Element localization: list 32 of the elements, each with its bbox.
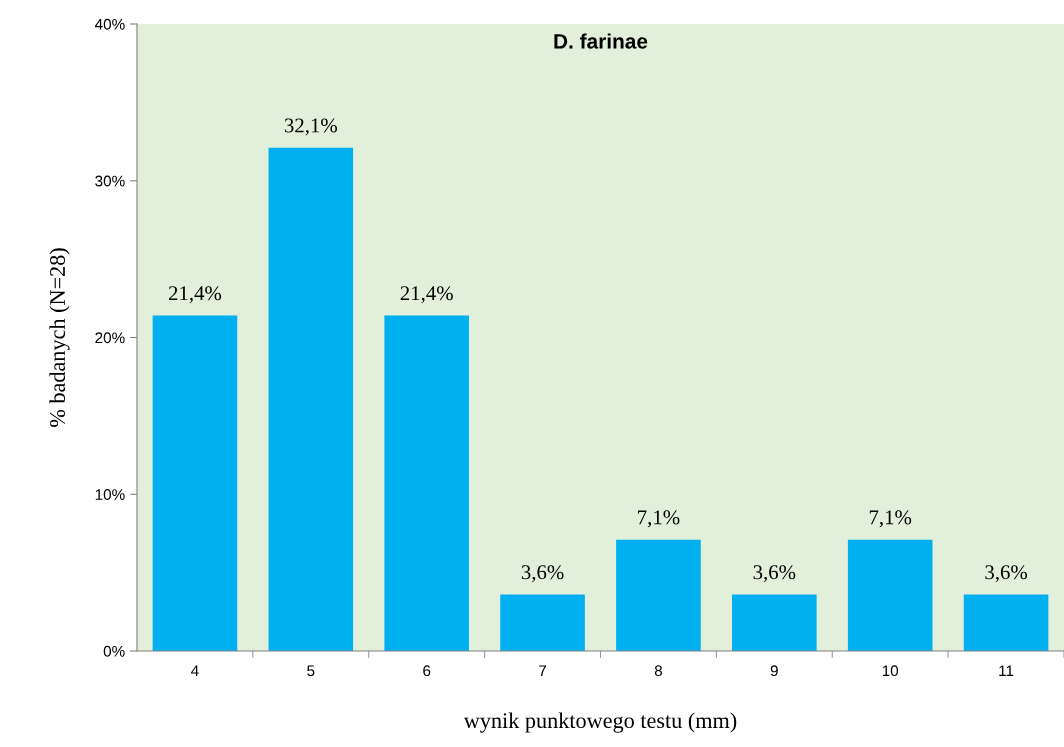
bar (384, 315, 469, 651)
y-tick-label: 40% (94, 18, 125, 30)
data-label: 3,6% (521, 565, 564, 583)
x-tick-label: 10 (882, 665, 899, 677)
data-label: 7,1% (638, 510, 680, 528)
data-label: 21,4% (400, 286, 453, 304)
data-label: 3,6% (985, 565, 1028, 583)
bar (732, 594, 817, 651)
x-axis-title: wynik punktowego testu (mm) (463, 712, 737, 733)
x-tick-label: 7 (539, 665, 547, 676)
y-tick-label: 30% (95, 175, 125, 187)
data-label: 32,1% (284, 118, 338, 136)
bar (268, 147, 354, 651)
bar (847, 539, 933, 651)
bar (616, 539, 701, 651)
bar (152, 315, 238, 651)
data-label: 21,4% (168, 286, 222, 304)
x-tick-label: 4 (191, 665, 199, 676)
y-tick-label: 20% (95, 332, 125, 344)
chart-title: D. farinae (554, 33, 648, 49)
x-tick-label: 8 (654, 665, 663, 677)
bar (500, 594, 585, 651)
x-tick-label: 6 (423, 665, 431, 677)
data-label: 7,1% (869, 510, 912, 528)
x-tick-label: 9 (770, 665, 778, 677)
y-axis-title: % badanych (N=28) (49, 248, 70, 427)
x-tick-label: 5 (307, 665, 315, 677)
data-label: 3,6% (753, 565, 796, 583)
y-tick-label: 10% (95, 489, 125, 500)
x-tick-label: 11 (999, 665, 1014, 676)
y-tick-label: 0% (103, 645, 125, 657)
bar (963, 594, 1049, 651)
